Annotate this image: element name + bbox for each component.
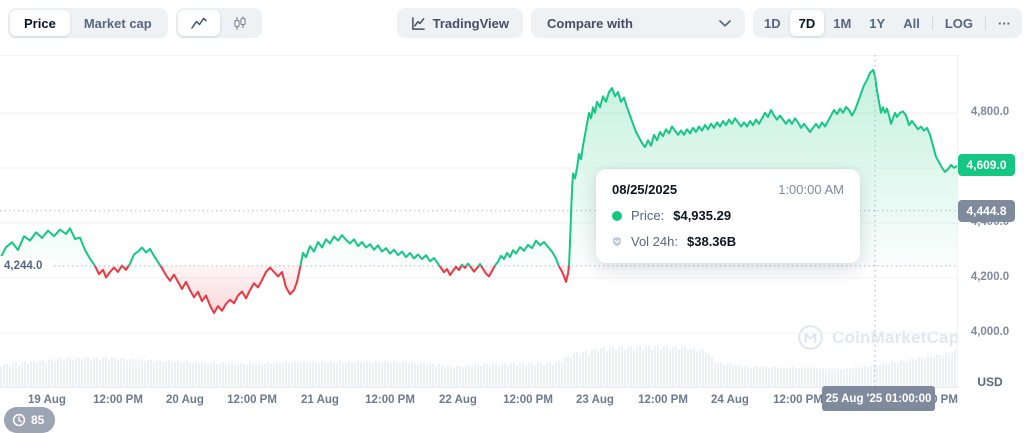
x-axis-tick: 20 Aug — [166, 394, 204, 406]
compare-with-label: Compare with — [546, 15, 633, 31]
tooltip-vol-label: Vol 24h: — [631, 234, 678, 249]
tooltip-date: 08/25/2025 — [612, 182, 678, 197]
secondary-price-badge: 4,444.8 — [958, 200, 1015, 222]
tradingview-label: TradingView — [432, 15, 509, 31]
x-axis-tick: 12:00 PM — [93, 394, 143, 406]
tradingview-icon — [411, 16, 426, 31]
x-axis-tick: 22 Aug — [439, 394, 477, 406]
countdown-value: 85 — [31, 413, 45, 427]
coinmarketcap-logo-icon — [797, 324, 824, 351]
tooltip-price-label: Price: — [631, 208, 665, 223]
clock-icon — [12, 413, 26, 427]
candlestick-button[interactable] — [220, 10, 260, 36]
range-1d-button[interactable]: 1D — [763, 15, 781, 31]
time-range-selector: 1D 7D 1M 1Y All LOG ··· — [752, 8, 1022, 38]
y-axis-unit: USD — [977, 375, 1003, 389]
current-price-badge: 4,609.0 — [958, 154, 1015, 176]
chart-toolbar: Price Market cap TradingView — [0, 6, 1024, 40]
range-1m-button[interactable]: 1M — [833, 15, 852, 31]
x-axis-tick: 21 Aug — [301, 394, 339, 406]
tab-price[interactable]: Price — [10, 10, 70, 36]
x-axis-crosshair-tooltip: 25 Aug '25 01:00:00 — [822, 386, 935, 411]
x-axis-tick: 12:00 PM — [638, 394, 688, 406]
y-axis-tick: 4,800.0 — [970, 106, 1010, 118]
line-chart-button[interactable] — [177, 10, 220, 36]
x-axis-tick: 12:00 PM — [773, 394, 823, 406]
range-7d-button[interactable]: 7D — [789, 10, 825, 36]
range-1y-button[interactable]: 1Y — [869, 15, 886, 31]
tooltip-price-value: $4,935.29 — [673, 208, 732, 223]
chart-type-toggle — [175, 8, 262, 38]
chart-top-border — [0, 55, 958, 56]
x-axis: 19 Aug 12:00 PM 20 Aug 12:00 PM 21 Aug 12:00 … — [0, 394, 1024, 410]
x-axis-tick: 24 Aug — [711, 394, 749, 406]
tooltip-vol-value: $38.36B — [687, 234, 737, 249]
price-dot-icon — [612, 210, 622, 221]
more-options-button[interactable]: ··· — [998, 15, 1011, 31]
range-all-button[interactable]: All — [903, 15, 920, 31]
tradingview-button[interactable]: TradingView — [396, 8, 523, 38]
y-axis-tick: 4,000.0 — [970, 326, 1010, 338]
watermark-text: CoinMarketCap — [832, 327, 960, 347]
x-axis-tick: 12:00 PM — [503, 394, 553, 406]
line-chart-icon — [190, 17, 207, 30]
x-axis-tick: 12:00 PM — [227, 394, 277, 406]
volume-shield-icon — [612, 234, 622, 249]
log-scale-button[interactable]: LOG — [944, 15, 973, 31]
x-axis-tick: 19 Aug — [28, 394, 66, 406]
x-axis-tick: 12:00 PM — [365, 394, 415, 406]
compare-with-select[interactable]: Compare with — [530, 8, 745, 38]
tab-market-cap[interactable]: Market cap — [83, 15, 152, 31]
countdown-pill[interactable]: 85 — [4, 407, 56, 433]
tooltip-time: 1:00:00 AM — [778, 182, 844, 197]
divider — [931, 16, 933, 30]
watermark: CoinMarketCap — [797, 324, 959, 351]
divider — [985, 16, 986, 30]
chart-tooltip: 08/25/2025 1:00:00 AM Price: $4,935.29 V… — [596, 169, 860, 263]
price-marketcap-toggle: Price Market cap — [8, 8, 168, 38]
baseline-price-label: 4,244.0 — [0, 256, 52, 276]
y-axis-tick: 4,200.0 — [970, 271, 1010, 283]
chevron-down-icon — [719, 19, 731, 27]
candlestick-icon — [233, 16, 247, 31]
x-axis-tick: 23 Aug — [576, 394, 614, 406]
